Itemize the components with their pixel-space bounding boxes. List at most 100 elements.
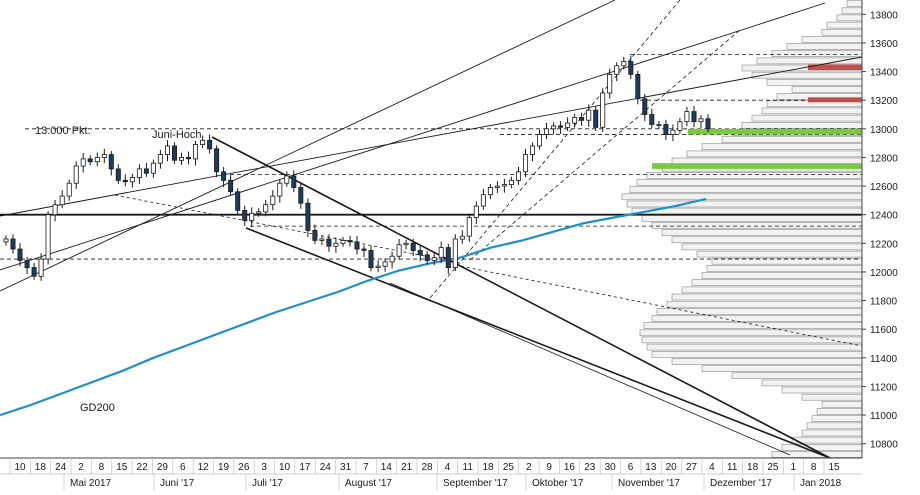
profile-bar — [761, 379, 863, 387]
y-tick-label: 10800 — [870, 440, 898, 451]
trend-lines — [0, 0, 863, 459]
candle — [459, 230, 465, 244]
candle-body — [115, 168, 121, 181]
candle — [143, 163, 149, 177]
candle — [24, 256, 30, 275]
candle-body — [200, 139, 206, 146]
profile-bar — [691, 279, 863, 287]
candle-body — [277, 182, 283, 197]
candle — [579, 112, 585, 126]
candle — [185, 151, 191, 165]
y-tick-label: 12400 — [870, 211, 898, 222]
candle — [480, 188, 486, 210]
candle-body — [284, 175, 290, 184]
month-label: August '17 — [345, 478, 392, 489]
candle — [3, 235, 9, 246]
candle-body — [607, 74, 613, 94]
profile-bar — [821, 28, 863, 36]
candle-body — [417, 250, 423, 256]
candle-body — [143, 168, 149, 174]
candle — [537, 129, 543, 150]
x-tick-label: 4 — [709, 462, 715, 473]
horizontal-levels — [0, 53, 862, 260]
candle — [192, 141, 198, 166]
profile-bar — [681, 243, 863, 251]
candle-body — [305, 202, 311, 231]
candle — [157, 149, 163, 169]
candle — [17, 243, 23, 267]
candle-body — [214, 148, 220, 173]
profile-bar — [826, 21, 863, 29]
profile-bar — [751, 114, 863, 122]
profile-bar — [706, 265, 863, 272]
candle-body — [642, 98, 648, 115]
profile-bar — [651, 350, 863, 358]
profile-bar — [629, 186, 863, 193]
candle-body — [656, 124, 662, 126]
candle — [691, 105, 697, 128]
trend-line — [389, 282, 791, 456]
profile-bar — [771, 50, 863, 58]
x-tick-label: 9 — [546, 462, 552, 473]
candle — [171, 142, 177, 164]
candle — [586, 104, 592, 127]
profile-bar — [661, 229, 863, 236]
profile-bar — [639, 329, 863, 337]
candle — [94, 152, 100, 167]
candle-body — [298, 187, 304, 204]
month-label: Oktober '17 — [532, 478, 584, 489]
trend-line — [114, 194, 461, 264]
candle — [621, 56, 627, 70]
candle — [136, 164, 142, 185]
candle — [530, 142, 536, 162]
x-tick-label: 21 — [401, 462, 413, 473]
y-tick-label: 11400 — [870, 354, 898, 365]
profile-bar — [811, 415, 863, 423]
candle-body — [691, 111, 697, 122]
candle — [572, 113, 578, 128]
candle — [108, 151, 114, 176]
profile-bar — [781, 443, 863, 451]
candle — [501, 178, 507, 193]
candle-body — [551, 125, 557, 130]
candle-body — [354, 241, 360, 250]
profile-bar — [791, 86, 863, 93]
profile-bar — [651, 222, 863, 229]
candle — [698, 115, 704, 129]
candle-body — [263, 204, 269, 213]
profile-bar — [701, 365, 863, 372]
candle — [178, 152, 184, 165]
profile-bar — [671, 358, 863, 365]
candle — [277, 179, 283, 203]
x-tick-label: 12 — [198, 462, 210, 473]
x-tick-label: 29 — [157, 462, 169, 473]
candle-body — [150, 162, 156, 174]
x-tick-label: 4 — [445, 462, 451, 473]
y-tick-label: 13000 — [870, 125, 898, 136]
profile-bar — [646, 172, 863, 179]
candle — [256, 208, 262, 217]
profile-bar — [786, 43, 863, 50]
candle — [235, 188, 241, 215]
candle-body — [565, 122, 571, 128]
profile-bar — [751, 71, 863, 79]
candle-body — [361, 248, 367, 251]
candle — [129, 173, 135, 188]
profile-bar — [646, 343, 863, 351]
profile-bar — [701, 272, 863, 279]
profile-bar — [631, 207, 863, 215]
candle-body — [122, 179, 128, 183]
candle — [354, 236, 360, 255]
candle — [607, 68, 613, 99]
candle-body — [452, 238, 458, 269]
candle-body — [291, 175, 297, 188]
y-tick-label: 11000 — [870, 411, 898, 422]
trend-line — [0, 56, 863, 217]
candle — [424, 251, 430, 265]
candle-body — [256, 211, 262, 214]
y-tick-label: 12800 — [870, 153, 898, 164]
candle — [340, 236, 346, 247]
candle-body — [438, 247, 444, 259]
candle-body — [537, 134, 543, 147]
